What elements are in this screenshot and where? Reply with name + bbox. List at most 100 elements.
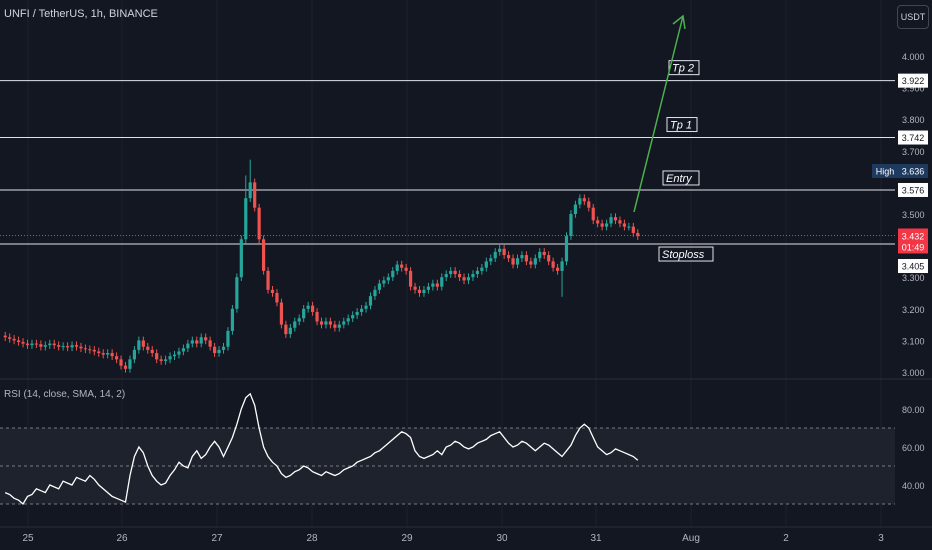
candle-body <box>618 220 622 224</box>
candle-body <box>226 330 230 347</box>
candle-body <box>440 277 444 287</box>
high-label-bg <box>872 164 898 179</box>
candle-body <box>302 308 306 319</box>
high-label: High <box>876 167 895 177</box>
candle-body <box>498 248 502 252</box>
entry-price-tag-bg <box>898 182 928 197</box>
price-tick: 3.200 <box>902 305 925 315</box>
candles <box>3 159 640 373</box>
candle-body <box>159 359 163 361</box>
candle-body <box>288 327 292 335</box>
rsi-line <box>4 392 639 505</box>
rsi-tick: 40.00 <box>902 481 925 491</box>
level-label-group: Stoploss <box>658 246 714 262</box>
tp2-price-tag-bg <box>898 73 928 88</box>
candle-body <box>435 283 439 287</box>
stop-price-tag-bg <box>898 259 928 274</box>
candle-body <box>123 365 128 369</box>
candle-body <box>582 198 586 202</box>
level-label: Entry <box>666 173 693 185</box>
candle-body <box>457 274 462 278</box>
candle-body <box>609 217 613 224</box>
candle-body <box>591 207 595 221</box>
candle-body <box>542 251 546 256</box>
level-label: Tp 2 <box>672 63 694 75</box>
time-tick: Aug <box>682 533 700 544</box>
candle-body <box>604 223 609 227</box>
candle-body <box>65 346 70 348</box>
candle-body <box>21 341 25 344</box>
candle-body <box>359 308 364 312</box>
candle-body <box>16 340 21 342</box>
candle-body <box>324 321 328 325</box>
candle-body <box>101 353 105 355</box>
candle-body <box>257 207 261 240</box>
time-tick: 25 <box>22 533 34 544</box>
candle-body <box>596 220 600 224</box>
candle-body <box>533 258 537 265</box>
candle-body <box>57 345 61 347</box>
candle-body <box>560 261 564 271</box>
candle-body <box>511 258 515 265</box>
candle-body <box>377 283 382 290</box>
candle-body <box>408 270 413 287</box>
candle-body <box>146 346 150 350</box>
candle-body <box>315 311 319 322</box>
candle-body <box>480 267 484 271</box>
candle-body <box>293 321 297 328</box>
candle-body <box>261 239 266 271</box>
price-tick: 3.300 <box>902 273 925 283</box>
level-label-box <box>668 60 700 76</box>
price-axis: 4.0003.9003.8003.7003.5003.4003.3003.200… <box>872 52 928 491</box>
currency-button[interactable]: USDT <box>897 5 929 29</box>
level-label-group: Tp 1 <box>666 117 698 133</box>
price-tick: 3.800 <box>902 115 925 125</box>
candle-body <box>373 289 377 297</box>
candle-body <box>163 359 168 361</box>
candle-body <box>551 261 555 268</box>
candle-body <box>221 346 226 350</box>
candle-body <box>168 356 172 360</box>
price-tick: 3.700 <box>902 147 925 157</box>
candle-body <box>342 321 346 325</box>
candle-body <box>484 261 488 268</box>
candle-body <box>74 345 79 347</box>
tp1-price-tag-bg <box>898 130 928 145</box>
candle-body <box>114 356 119 360</box>
candle-body <box>12 338 16 341</box>
candle-body <box>600 223 604 227</box>
candle-body <box>622 223 627 227</box>
candle-body <box>8 337 12 339</box>
candle-body <box>52 343 56 346</box>
candle-body <box>417 289 422 293</box>
candle-body <box>110 353 114 357</box>
candle-body <box>155 353 159 360</box>
price-tick: 3.500 <box>902 210 925 220</box>
candle-body <box>141 340 145 347</box>
candle-body <box>92 349 96 352</box>
high-price-tag-bg <box>898 164 928 179</box>
candle-body <box>502 248 506 256</box>
candle-body <box>426 286 431 290</box>
rsi-tick: 60.00 <box>902 443 925 453</box>
candle-body <box>217 349 221 354</box>
candle-body <box>346 318 350 322</box>
candle-body <box>515 258 520 265</box>
candle-body <box>382 280 386 284</box>
arrow-head <box>672 14 686 30</box>
candle-body <box>199 337 203 344</box>
time-tick: 26 <box>116 533 128 544</box>
current-price-tag-bg <box>898 228 928 254</box>
candle-body <box>555 267 560 271</box>
candle-body <box>248 182 252 199</box>
candle-body <box>119 359 123 366</box>
candle-body <box>319 321 324 325</box>
candle-body <box>627 226 631 228</box>
time-tick: 31 <box>590 533 602 544</box>
candle-body <box>43 345 47 347</box>
candle-body <box>284 324 288 335</box>
time-axis: 25 26 27 28 29 30 31 Aug 2 3 <box>0 526 932 544</box>
candle-body <box>404 267 408 271</box>
candle-body <box>578 198 582 205</box>
